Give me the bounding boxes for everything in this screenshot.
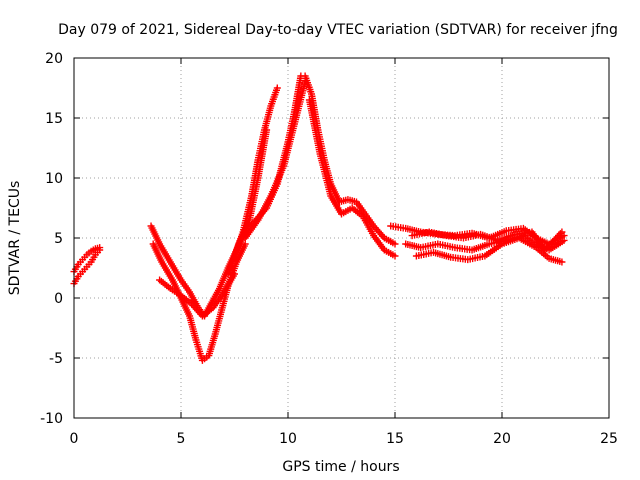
x-tick-label: 5 (177, 431, 186, 447)
series-trace-dip-c (156, 270, 238, 320)
y-axis-label: SDTVAR / TECUs (7, 181, 23, 296)
x-tick-label: 15 (386, 431, 404, 447)
x-tick-label: 10 (279, 431, 297, 447)
x-tick-label: 0 (70, 431, 79, 447)
y-tick-label: 15 (45, 111, 63, 127)
data-point (558, 228, 566, 236)
series-trace-late-c (412, 234, 566, 266)
y-tick-label: -5 (49, 351, 63, 367)
series-trace-early-a (70, 246, 104, 288)
axis-ticks: 0 5 10 15 20 25 -10 -5 0 5 10 15 20 (40, 51, 618, 447)
data-point (391, 252, 399, 260)
data-point (241, 240, 249, 248)
data-point (391, 240, 399, 248)
chart-title: Day 079 of 2021, Sidereal Day-to-day VTE… (58, 22, 618, 38)
y-tick-label: 20 (45, 51, 63, 67)
x-tick-label: 20 (493, 431, 511, 447)
data-point (558, 258, 566, 266)
y-tick-label: 10 (45, 171, 63, 187)
series-trace-decline-b (305, 96, 399, 260)
data-marks (70, 72, 568, 364)
x-axis-label: GPS time / hours (282, 459, 399, 475)
data-point (273, 84, 281, 92)
data-point (263, 126, 271, 134)
series-trace-spike-c (241, 78, 309, 242)
y-tick-label: -10 (40, 411, 63, 427)
y-tick-label: 5 (54, 231, 63, 247)
y-tick-label: 0 (54, 291, 63, 307)
series-trace-late-d (408, 228, 566, 254)
series-trace-spike-b (224, 126, 271, 278)
data-point (560, 236, 568, 244)
x-tick-label: 25 (600, 431, 618, 447)
data-point (96, 244, 104, 252)
data-point (231, 270, 238, 278)
